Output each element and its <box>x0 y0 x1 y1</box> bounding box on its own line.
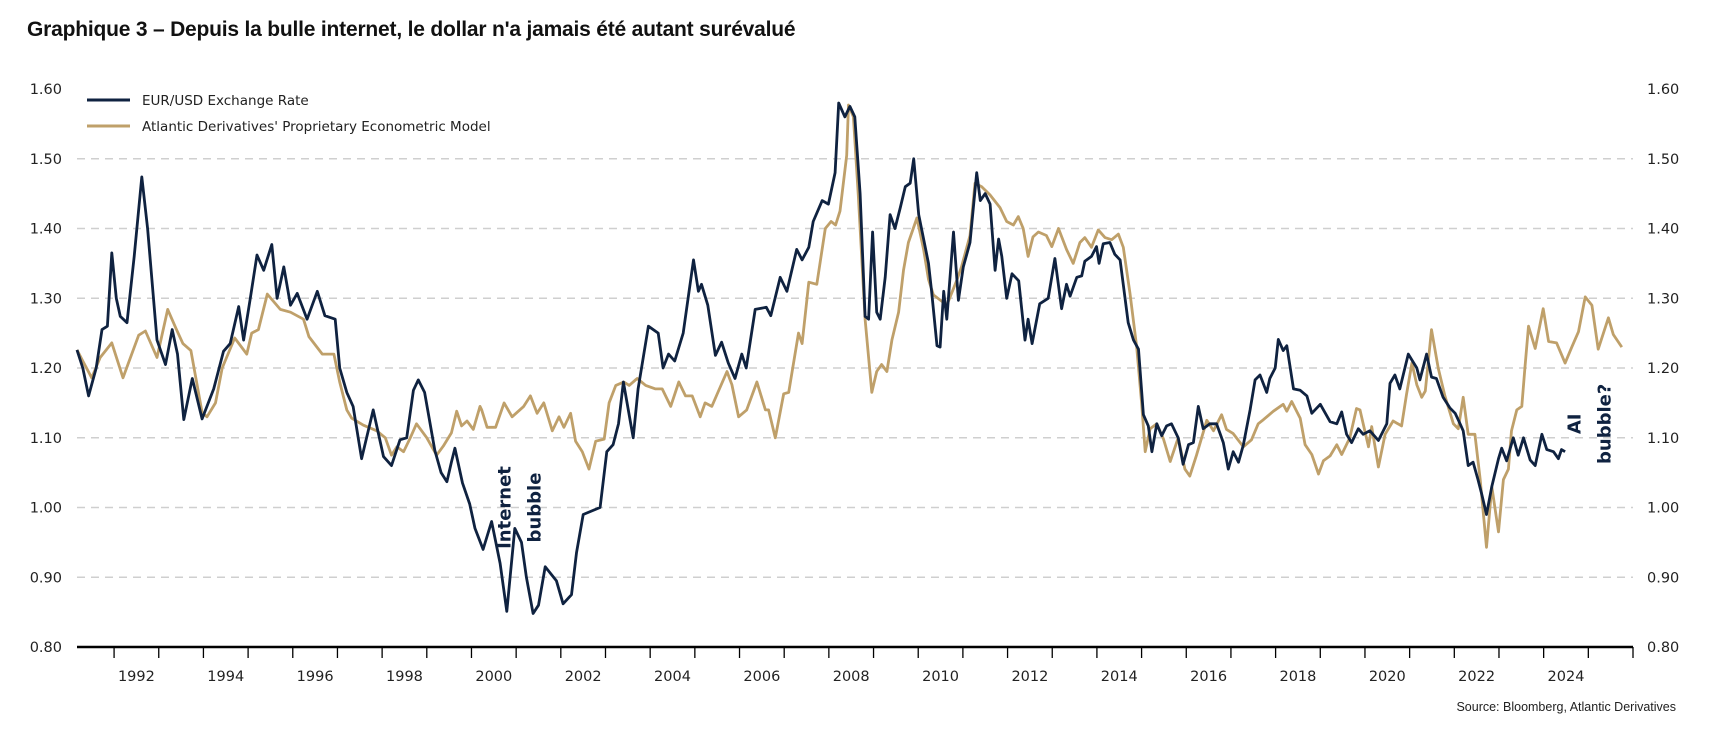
annotation-internet-bubble: Internet <box>495 466 516 549</box>
y-tick-label-right: 1.10 <box>1647 431 1679 447</box>
legend-label-model: Atlantic Derivatives' Proprietary Econom… <box>142 119 491 135</box>
y-tick-label-right: 0.90 <box>1647 570 1679 586</box>
y-tick-label-right: 1.60 <box>1647 82 1679 98</box>
annotations: Internet bubble AI bubble? <box>495 384 1616 549</box>
x-tick-label: 1996 <box>297 669 334 685</box>
chart-title: Graphique 3 – Depuis la bulle internet, … <box>27 18 796 41</box>
x-tick-label: 2014 <box>1101 669 1138 685</box>
series-line-model <box>75 103 1623 549</box>
y-tick-label-right: 1.40 <box>1647 222 1679 238</box>
y-tick-label-left: 1.00 <box>30 501 62 517</box>
x-tick-label: 2022 <box>1458 669 1495 685</box>
x-tick-label: 2018 <box>1279 669 1316 685</box>
x-tick-label: 2000 <box>475 669 512 685</box>
x-tick-label: 2016 <box>1190 669 1227 685</box>
y-tick-label-right: 0.80 <box>1647 640 1679 656</box>
annotation-ai-bubble: bubble? <box>1595 384 1616 464</box>
x-tick-label: 2012 <box>1011 669 1048 685</box>
y-tick-label-left: 0.80 <box>30 640 62 656</box>
legend: EUR/USD Exchange Rate Atlantic Derivativ… <box>87 93 491 135</box>
series-line-eurusd <box>75 101 1566 615</box>
x-tick-label: 2010 <box>922 669 959 685</box>
y-tick-label-right: 1.00 <box>1647 501 1679 517</box>
x-tick-label: 2020 <box>1369 669 1406 685</box>
source-note: Source: Bloomberg, Atlantic Derivatives <box>1456 700 1676 714</box>
y-tick-label-left: 0.90 <box>30 570 62 586</box>
y-tick-label-left: 1.30 <box>30 291 62 307</box>
x-tick-label: 1992 <box>118 669 155 685</box>
x-tick-label: 2008 <box>833 669 870 685</box>
x-tick-label: 2002 <box>565 669 602 685</box>
y-tick-label-left: 1.40 <box>30 222 62 238</box>
x-tick-label: 2006 <box>743 669 780 685</box>
annotation-ai-bubble: AI <box>1565 413 1586 434</box>
series <box>75 101 1623 615</box>
y-tick-label-right: 1.50 <box>1647 152 1679 168</box>
x-tick-label: 1998 <box>386 669 423 685</box>
annotation-internet-bubble: bubble <box>525 473 546 543</box>
x-tick-label: 1994 <box>207 669 244 685</box>
legend-label-eurusd: EUR/USD Exchange Rate <box>142 93 309 109</box>
gridlines <box>77 157 1633 579</box>
y-tick-label-left: 1.10 <box>30 431 62 447</box>
x-tick-label: 2024 <box>1548 669 1585 685</box>
y-tick-label-left: 1.60 <box>30 82 62 98</box>
axes: 0.80 0.80 0.90 0.90 1.00 1.00 1.10 1.10 1.20 1.20… <box>30 82 1680 685</box>
y-tick-label-left: 1.50 <box>30 152 62 168</box>
x-tick-label: 2004 <box>654 669 691 685</box>
y-tick-label-right: 1.30 <box>1647 291 1679 307</box>
y-tick-label-right: 1.20 <box>1647 361 1679 377</box>
y-tick-label-left: 1.20 <box>30 361 62 377</box>
